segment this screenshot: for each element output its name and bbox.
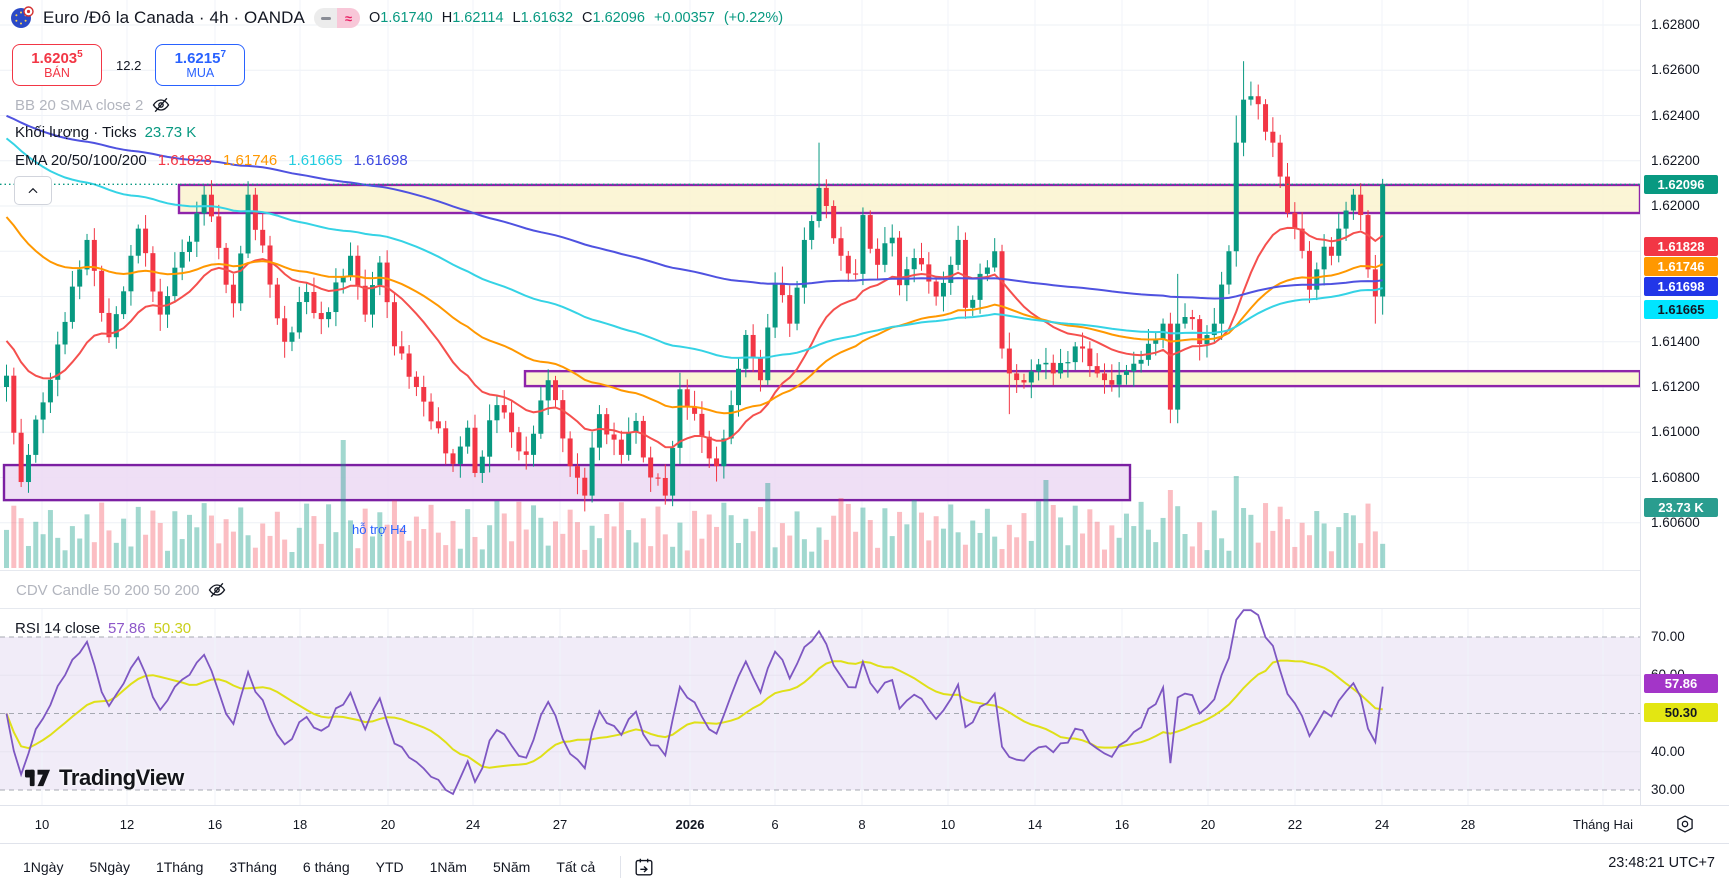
- price-tick: 1.62400: [1651, 107, 1700, 123]
- sell-label: BÁN: [44, 65, 70, 80]
- chart-mode-toggle[interactable]: ≈: [314, 8, 360, 28]
- legend-volume[interactable]: Khối lượng · Ticks 23.73 K: [15, 124, 197, 141]
- timezone-settings-icon[interactable]: [1675, 814, 1695, 834]
- rsi-tick: 70.00: [1651, 629, 1685, 644]
- rsi-pane-canvas[interactable]: [0, 608, 1640, 805]
- time-tick: 18: [292, 817, 308, 832]
- close-value: 1.62096: [592, 10, 645, 26]
- price-tick: 1.61200: [1651, 379, 1700, 394]
- time-tick: 22: [1287, 817, 1303, 832]
- time-tick: 8: [858, 817, 866, 832]
- toolbar-divider: [620, 856, 622, 878]
- rsi-ma-value: 50.30: [153, 620, 192, 637]
- range-button-ytd[interactable]: YTD: [375, 859, 404, 875]
- rsi-tick: 40.00: [1651, 743, 1685, 759]
- price-tick: 1.61000: [1651, 424, 1700, 440]
- price-badge: 1.62096: [1644, 174, 1718, 194]
- price-tick: 1.62800: [1651, 17, 1700, 32]
- main-chart-canvas[interactable]: [0, 0, 1640, 570]
- legend-cdv[interactable]: CDV Candle 50 200 50 200: [16, 580, 227, 600]
- time-tick: 20: [380, 817, 396, 832]
- time-tick: 20: [1200, 817, 1216, 832]
- ohlc-readout: O1.61740 H1.62114 L1.61632 C1.62096 +0.0…: [369, 10, 784, 26]
- range-button-5năm[interactable]: 5Năm: [492, 859, 531, 875]
- time-tick: 24: [1374, 817, 1390, 832]
- range-button-1tháng[interactable]: 1Tháng: [155, 859, 204, 875]
- time-tick: 24: [465, 817, 481, 832]
- tradingview-logo-icon: [24, 769, 51, 787]
- time-tick: 27: [552, 817, 568, 832]
- price-badge: 1.61698: [1644, 276, 1718, 296]
- price-badge: 57.86: [1644, 673, 1718, 693]
- time-tick: 12: [119, 817, 135, 832]
- range-button-1năm[interactable]: 1Năm: [429, 859, 467, 875]
- legend-ema[interactable]: EMA 20/50/100/200 1.61828 1.61746 1.6166…: [15, 152, 408, 169]
- symbol-title[interactable]: Euro /Đô la Canada · 4h · OANDA: [43, 8, 305, 27]
- approx-toggle-icon[interactable]: ≈: [337, 8, 360, 28]
- eye-off-icon[interactable]: [151, 95, 171, 115]
- pane-separator[interactable]: [0, 608, 1640, 609]
- symbol-flag-icon[interactable]: [10, 6, 34, 30]
- minus-toggle-icon[interactable]: [314, 8, 337, 28]
- price-badge: 1.61828: [1644, 236, 1718, 256]
- calendar-icon: [635, 858, 653, 876]
- trade-panel: 1.62035 BÁN 12.2 1.62157 MUA: [12, 44, 246, 86]
- clock: 23:48:21 UTC+7: [1608, 855, 1715, 871]
- time-tick: 10: [940, 817, 956, 832]
- time-axis[interactable]: 10 12 16 18 20 24 27 2026 6 8 10 14 16 20 22 24 28 Tháng …: [0, 805, 1729, 844]
- range-button-3tháng[interactable]: 3Tháng: [229, 859, 277, 875]
- price-axis[interactable]: 1.62800 1.62600 1.62400 1.62200 1.62000 1.614…: [1640, 0, 1729, 805]
- price-badge: 23.73 K: [1644, 497, 1718, 517]
- support-zone-label: hỗ trợ H4: [352, 522, 407, 537]
- price-tick: 1.62200: [1651, 152, 1700, 168]
- price-tick: 1.62000: [1651, 198, 1700, 213]
- price-badge: 1.61746: [1644, 256, 1718, 276]
- spread-value: 12.2: [116, 57, 142, 73]
- ema200-value: 1.61698: [353, 152, 408, 169]
- time-tick: 28: [1460, 817, 1476, 832]
- time-tick: Tháng Hai: [1573, 817, 1633, 832]
- rsi-value: 57.86: [108, 620, 146, 637]
- price-tick: 1.60600: [1651, 514, 1700, 530]
- time-tick: 16: [207, 817, 223, 832]
- volume-value: 23.73 K: [144, 124, 197, 141]
- range-button-5ngày[interactable]: 5Ngày: [89, 859, 130, 875]
- ema20-value: 1.61828: [157, 152, 213, 169]
- time-tick: 10: [34, 817, 50, 832]
- range-button-tất-cả[interactable]: Tất cả: [556, 859, 596, 875]
- price-badge: 1.61665: [1644, 299, 1718, 319]
- range-button-1ngày[interactable]: 1Ngày: [23, 859, 64, 875]
- collapse-pane-button[interactable]: [14, 176, 52, 205]
- price-tick: 1.62600: [1651, 62, 1700, 78]
- range-buttons: 1Ngày 5Ngày 1Tháng 3Tháng 6 tháng YTD 1Năm 5Năm…: [10, 853, 608, 881]
- buy-button[interactable]: 1.62157 MUA: [155, 44, 246, 86]
- legend-rsi[interactable]: RSI 14 close 57.86 50.30: [15, 620, 192, 637]
- price-badge: 50.30: [1644, 702, 1718, 722]
- symbol-header: Euro /Đô la Canada · 4h · OANDA ≈ O1.617…: [10, 6, 783, 30]
- open-value: 1.61740: [380, 10, 433, 26]
- range-button-6-tháng[interactable]: 6 tháng: [302, 859, 350, 875]
- low-value: 1.61632: [520, 10, 574, 26]
- time-tick: 6: [771, 817, 779, 832]
- high-value: 1.62114: [452, 10, 504, 26]
- tradingview-logo[interactable]: TradingView: [24, 764, 184, 791]
- eye-off-icon[interactable]: [207, 580, 227, 600]
- time-tick: 16: [1114, 817, 1130, 832]
- rsi-tick: 30.00: [1651, 782, 1685, 797]
- ema50-value: 1.61746: [223, 152, 278, 169]
- range-toolbar: 1Ngày 5Ngày 1Tháng 3Tháng 6 tháng YTD 1Năm 5Năm…: [0, 843, 1729, 890]
- pane-separator[interactable]: [0, 570, 1640, 571]
- change-value: +0.00357: [653, 10, 715, 26]
- change-percent: (+0.22%): [723, 10, 784, 26]
- buy-label: MUA: [186, 65, 215, 80]
- price-tick: 1.61400: [1651, 333, 1700, 349]
- sell-button[interactable]: 1.62035 BÁN: [12, 44, 102, 86]
- time-tick: 2026: [675, 817, 705, 832]
- price-tick: 1.60800: [1651, 469, 1700, 485]
- legend-bb[interactable]: BB 20 SMA close 2: [15, 95, 171, 115]
- ema100-value: 1.61665: [288, 152, 343, 169]
- time-tick: 14: [1027, 817, 1043, 832]
- go-to-date-button[interactable]: [633, 856, 655, 878]
